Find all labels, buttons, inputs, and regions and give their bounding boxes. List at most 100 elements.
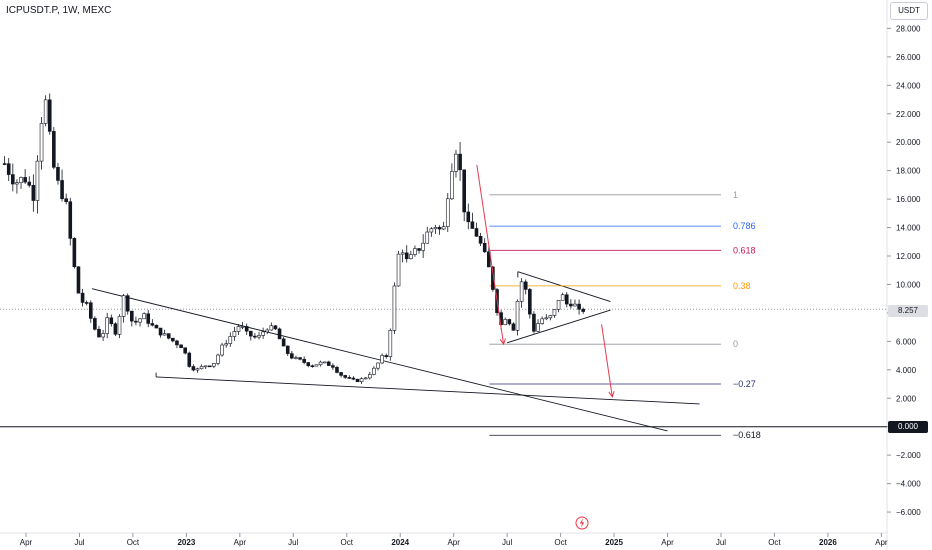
y-tick-label: −4.000 xyxy=(896,480,921,489)
symbol-title[interactable]: ICPUSDT.P, 1W, MEXC xyxy=(6,5,112,16)
candlesticks xyxy=(2,93,585,385)
candle-body xyxy=(339,372,343,376)
time-axis[interactable]: Apr Jul Oct 2023 Apr Jul Oct 2024 Apr Jul Oct 2025 A… xyxy=(20,533,888,547)
triangle-lower-trendline xyxy=(507,309,611,344)
candle-body xyxy=(236,326,241,332)
candle-body xyxy=(380,355,384,364)
candle-body xyxy=(314,364,319,367)
candle-body xyxy=(277,328,282,340)
candle-body xyxy=(326,361,331,366)
candle-body xyxy=(482,243,487,253)
price-axis[interactable]: 28.000 26.000 24.000 22.000 20.000 18.000 16.0… xyxy=(887,24,921,517)
candle-body xyxy=(523,281,528,290)
candle-body xyxy=(503,319,508,326)
candle-body xyxy=(376,362,380,369)
candle-body xyxy=(310,365,315,368)
x-tick-label: 2025 xyxy=(605,538,623,547)
fib-level-label: 0.786 xyxy=(733,221,756,231)
candle-body xyxy=(511,323,516,331)
x-tick-label: Jul xyxy=(288,538,298,547)
y-tick-label: 2.000 xyxy=(896,394,917,403)
y-tick-label: −2.000 xyxy=(896,451,921,460)
candle-body xyxy=(134,320,138,323)
candle-body xyxy=(60,180,64,200)
candle-body xyxy=(331,365,335,368)
candle-body xyxy=(154,324,159,329)
candle-body xyxy=(179,344,183,349)
candle-body xyxy=(544,317,549,320)
candle-body xyxy=(392,285,397,331)
candle-body xyxy=(142,313,146,320)
y-tick-label: 16.000 xyxy=(896,195,921,204)
candle-body xyxy=(372,367,376,375)
candle-body xyxy=(39,123,44,162)
y-tick-label: 10.000 xyxy=(896,280,921,289)
candle-body xyxy=(564,294,569,305)
candle-body xyxy=(363,377,368,380)
candle-body xyxy=(220,344,224,356)
candle-body xyxy=(113,323,118,335)
candle-body xyxy=(425,231,430,244)
candle-body xyxy=(560,294,565,301)
y-tick-label: 18.000 xyxy=(896,167,921,176)
candle-body xyxy=(232,331,237,337)
candle-body xyxy=(441,226,446,230)
x-tick-label: Jul xyxy=(74,538,84,547)
candle-body xyxy=(244,326,249,332)
candle-body xyxy=(207,365,212,368)
candle-body xyxy=(302,358,306,363)
candle-body xyxy=(97,328,101,338)
candle-body xyxy=(519,281,524,302)
candle-body xyxy=(343,375,347,378)
candle-body xyxy=(257,335,261,338)
x-tick-label: Apr xyxy=(447,538,460,547)
candle-body xyxy=(224,343,228,346)
lightning-logo-icon[interactable] xyxy=(575,516,589,530)
falling-wedge-lower-trendline xyxy=(156,376,700,405)
x-tick-label: Oct xyxy=(554,538,567,547)
projection-arrow-down-1 xyxy=(476,164,506,346)
arrows xyxy=(476,164,615,398)
candle-body xyxy=(265,329,270,333)
y-tick-label: 24.000 xyxy=(896,81,921,90)
candle-body xyxy=(417,248,421,251)
candle-body xyxy=(125,295,130,312)
candle-body xyxy=(478,236,483,244)
candle-body xyxy=(146,313,151,324)
candle-body xyxy=(335,367,339,373)
candle-body xyxy=(388,330,393,357)
candle-body xyxy=(515,301,520,331)
currency-unit-button[interactable]: USDT xyxy=(890,2,928,20)
x-tick-label: Jul xyxy=(502,538,512,547)
candle-body xyxy=(43,99,48,124)
candle-body xyxy=(19,177,23,183)
candle-body xyxy=(27,181,32,186)
candle-body xyxy=(158,327,163,336)
candle-body xyxy=(445,198,450,227)
candle-body xyxy=(294,357,298,359)
candle-body xyxy=(556,299,561,310)
candle-body xyxy=(396,253,401,287)
candle-body xyxy=(581,308,585,312)
candle-body xyxy=(347,377,352,379)
candle-body xyxy=(130,310,134,322)
fibonacci-retracement[interactable]: 1 0.786 0.618 0.38 0 −0.27 −0.618 xyxy=(489,190,761,440)
candle-body xyxy=(212,363,216,367)
candle-body xyxy=(47,99,52,132)
candle-body xyxy=(466,211,471,223)
candle-body xyxy=(351,377,356,380)
candle-body xyxy=(183,347,187,354)
candle-body xyxy=(216,354,220,364)
candle-body xyxy=(290,353,294,359)
fib-level-label: −0.618 xyxy=(733,430,761,440)
candle-body xyxy=(6,163,11,175)
grid xyxy=(0,0,888,550)
candle-body xyxy=(56,166,60,181)
candle-body xyxy=(15,182,19,185)
arrow-shaft xyxy=(476,164,505,345)
candle-body xyxy=(409,254,413,260)
candle-body xyxy=(318,361,323,366)
candle-body xyxy=(35,160,40,201)
candle-body xyxy=(52,131,56,168)
